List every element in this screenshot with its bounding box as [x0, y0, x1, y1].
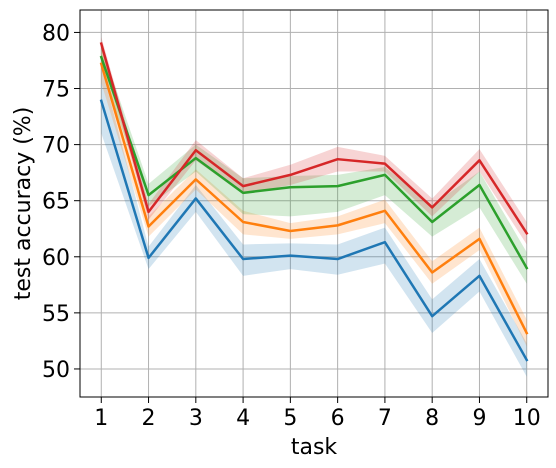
- y-tick-label: 55: [42, 302, 70, 327]
- x-tick-label: 7: [378, 406, 392, 431]
- x-tick-label: 10: [513, 406, 541, 431]
- series-line-2: [99, 62, 529, 335]
- series-lines: [99, 42, 529, 362]
- y-tick-label: 60: [42, 246, 70, 271]
- x-tick-label: 2: [142, 406, 156, 431]
- y-axis-ticks: 50 55 60 65 70 75 80: [42, 21, 80, 383]
- x-axis-label: task: [291, 435, 338, 460]
- series-line-4: [99, 42, 529, 235]
- y-axis-label: test accuracy (%): [11, 107, 36, 301]
- y-tick-label: 80: [42, 21, 70, 46]
- y-tick-label: 70: [42, 134, 70, 159]
- x-tick-label: 9: [472, 406, 486, 431]
- series-line-1: [99, 99, 529, 362]
- confidence-band-4: [101, 36, 527, 245]
- x-tick-label: 1: [94, 406, 108, 431]
- series-line-3: [99, 55, 529, 270]
- confidence-band-2: [101, 45, 527, 347]
- x-tick-label: 4: [236, 406, 250, 431]
- plot-frame: [79, 9, 549, 398]
- x-tick-label: 8: [425, 406, 439, 431]
- x-axis-ticks: 1 2 3 4 5 6 7 8 9 10: [94, 397, 541, 431]
- x-tick-label: 5: [283, 406, 297, 431]
- confidence-bands: [101, 36, 527, 377]
- x-tick-label: 3: [189, 406, 203, 431]
- y-tick-label: 65: [42, 190, 70, 215]
- y-tick-label: 75: [42, 78, 70, 103]
- confidence-band-3: [101, 45, 527, 284]
- x-tick-label: 6: [331, 406, 345, 431]
- y-tick-label: 50: [42, 358, 70, 383]
